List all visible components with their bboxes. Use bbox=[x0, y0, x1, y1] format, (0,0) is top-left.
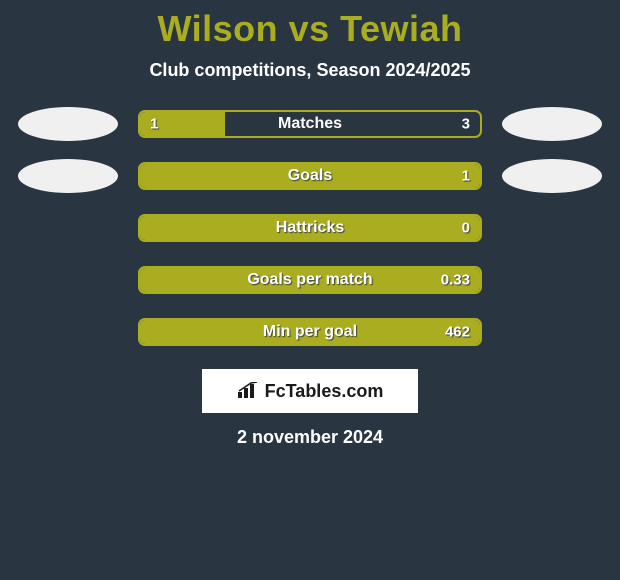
stat-row: Goals 1 bbox=[0, 159, 620, 193]
stat-right-value: 3 bbox=[462, 116, 470, 133]
comparison-page: Wilson vs Tewiah Club competitions, Seas… bbox=[0, 0, 620, 580]
page-title: Wilson vs Tewiah bbox=[0, 8, 620, 50]
stat-label: Hattricks bbox=[276, 219, 344, 237]
stat-row: Matches 1 3 bbox=[0, 107, 620, 141]
page-subtitle: Club competitions, Season 2024/2025 bbox=[0, 60, 620, 81]
stat-bar: Goals 1 bbox=[138, 162, 482, 190]
stat-row: Hattricks 0 bbox=[0, 211, 620, 245]
bar-chart-icon bbox=[237, 382, 259, 400]
stat-label: Goals per match bbox=[247, 271, 372, 289]
stat-label: Matches bbox=[278, 115, 342, 133]
stat-bar: Min per goal 462 bbox=[138, 318, 482, 346]
stat-bar: Goals per match 0.33 bbox=[138, 266, 482, 294]
generated-date: 2 november 2024 bbox=[0, 427, 620, 448]
stat-right-value: 0 bbox=[462, 220, 470, 237]
logo-text: FcTables.com bbox=[265, 381, 384, 402]
stat-row: Min per goal 462 bbox=[0, 315, 620, 349]
stat-rows: Matches 1 3 Goals 1 Hattricks 0 Goals per match… bbox=[0, 107, 620, 349]
fctables-logo[interactable]: FcTables.com bbox=[202, 369, 418, 413]
player-left-avatar[interactable] bbox=[18, 159, 118, 193]
stat-right-value: 0.33 bbox=[441, 272, 470, 289]
stat-label: Min per goal bbox=[263, 323, 357, 341]
stat-bar: Hattricks 0 bbox=[138, 214, 482, 242]
player-left-avatar[interactable] bbox=[18, 107, 118, 141]
stat-row: Goals per match 0.33 bbox=[0, 263, 620, 297]
player-right-avatar[interactable] bbox=[502, 107, 602, 141]
stat-right-value: 1 bbox=[462, 168, 470, 185]
stat-bar: Matches 1 3 bbox=[138, 110, 482, 138]
stat-left-value: 1 bbox=[150, 116, 158, 133]
player-right-avatar[interactable] bbox=[502, 159, 602, 193]
stat-right-value: 462 bbox=[445, 324, 470, 341]
stat-label: Goals bbox=[288, 167, 332, 185]
